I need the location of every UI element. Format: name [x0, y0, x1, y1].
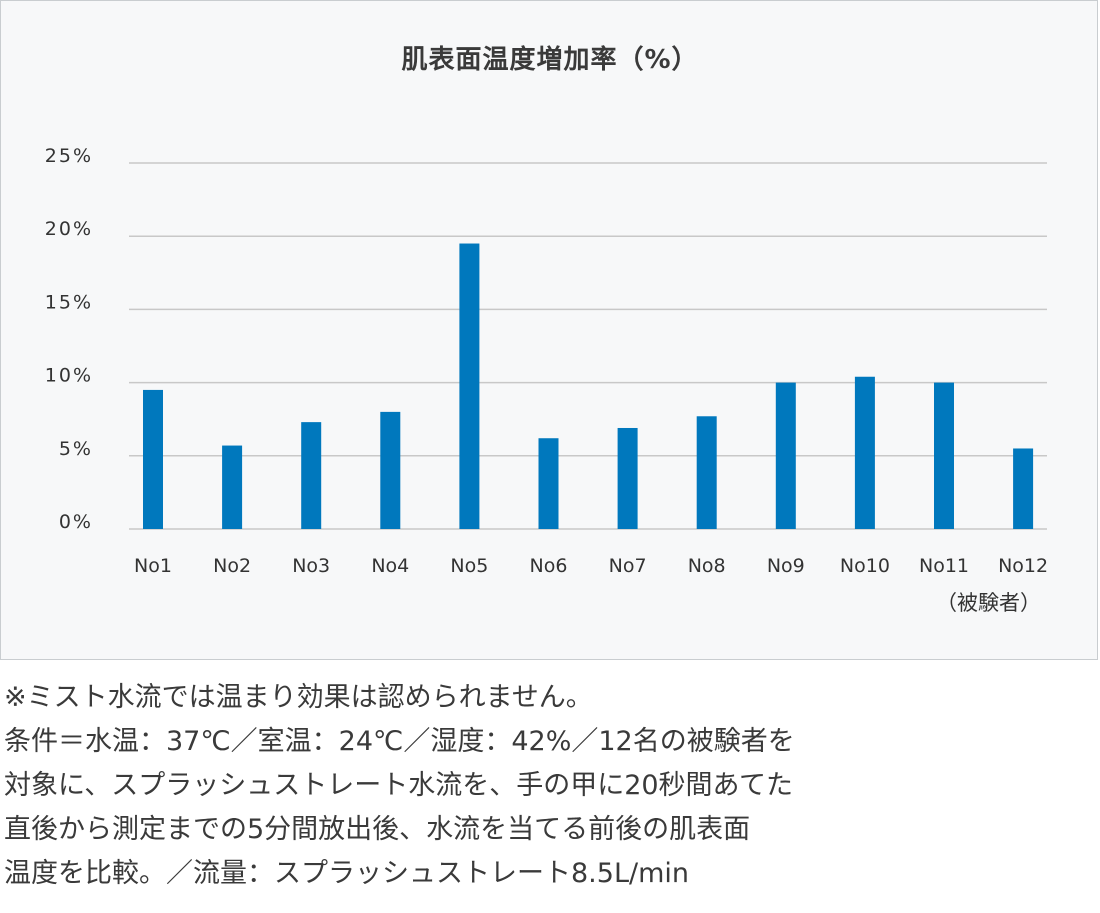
- bar-chart: 0% 5% 10% 15% 20% 25% No1 No2 No3 No4 No5 No6 No7 No8…: [45, 145, 1048, 615]
- footnote-line: 条件＝水温：37℃／室温：24℃／湿度：42%／12名の被験者を: [4, 726, 795, 757]
- chart-title: 肌表面温度増加率（%）: [401, 45, 699, 75]
- bar: [301, 422, 322, 529]
- footnote-line: ※ミスト水流では温まり効果は認められません。: [4, 682, 593, 713]
- y-tick-label: 5%: [59, 438, 93, 460]
- x-tick-label: No2: [213, 555, 251, 577]
- bar: [854, 376, 875, 529]
- footnote-line: 直後から測定までの5分間放出後、水流を当てる前後の肌表面: [4, 814, 751, 845]
- bar: [696, 416, 717, 529]
- x-tick-label: No9: [767, 555, 805, 577]
- bar: [617, 427, 638, 529]
- x-tick-label: No6: [530, 555, 568, 577]
- footnote: ※ミスト水流では温まり効果は認められません。 条件＝水温：37℃／室温：24℃／…: [4, 676, 1094, 896]
- y-tick-label: 10%: [45, 365, 93, 387]
- x-tick-label: No7: [609, 555, 647, 577]
- x-tick-label: No3: [292, 555, 330, 577]
- y-tick-label: 25%: [45, 145, 93, 167]
- chart-panel: 肌表面温度増加率（%） 0% 5% 10% 15% 20% 25% No1 No2 No3 No4…: [0, 0, 1098, 660]
- bar: [775, 382, 796, 529]
- bar: [222, 445, 243, 529]
- x-tick-label: No1: [134, 555, 172, 577]
- y-tick-label: 0%: [59, 511, 93, 533]
- bar: [459, 243, 480, 529]
- footnote-line: 温度を比較。／流量：スプラッシュストレート8.5L/min: [4, 858, 689, 889]
- x-tick-label: No11: [919, 555, 969, 577]
- x-tick-label: No5: [450, 555, 488, 577]
- footnote-line: 対象に、スプラッシュストレート水流を、手の甲に20秒間あてた: [4, 770, 794, 801]
- bar: [934, 382, 954, 529]
- bar: [538, 438, 559, 529]
- bar: [143, 389, 163, 529]
- x-tick-label: No12: [998, 555, 1048, 577]
- y-tick-label: 20%: [45, 218, 93, 240]
- y-tick-label: 15%: [45, 291, 93, 313]
- x-tick-label: No4: [371, 555, 409, 577]
- x-tick-label: No8: [688, 555, 726, 577]
- bar: [380, 411, 401, 529]
- x-axis-label: （被験者）: [936, 591, 1041, 615]
- bar: [1013, 448, 1034, 529]
- x-tick-label: No10: [840, 555, 890, 577]
